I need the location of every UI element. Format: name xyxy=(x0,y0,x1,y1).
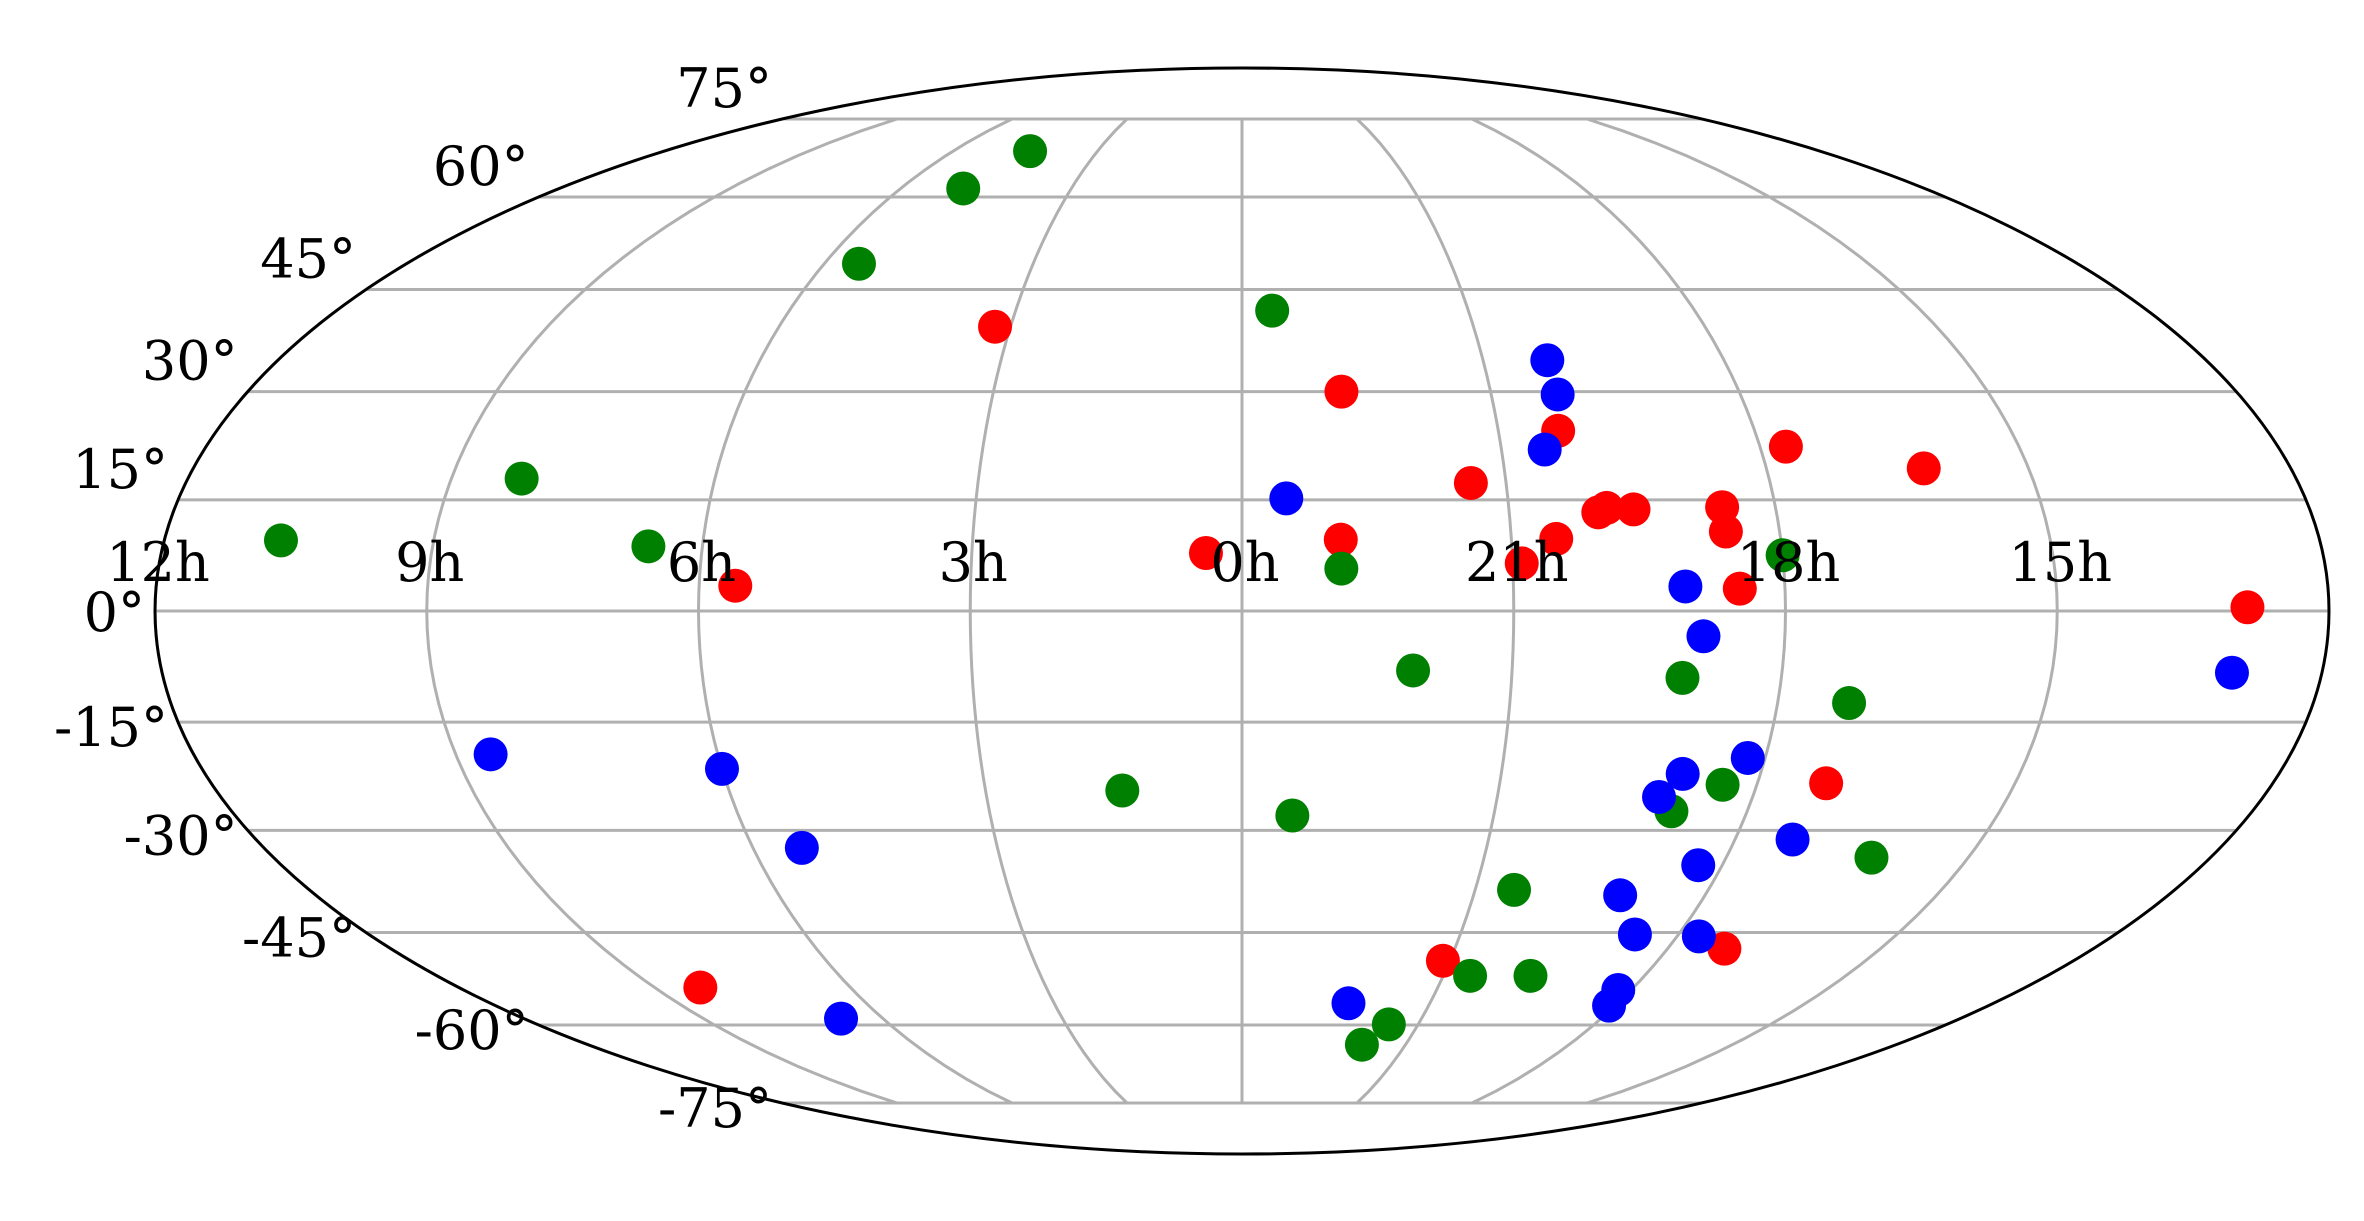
scatter-point-series-3 xyxy=(1642,779,1677,814)
scatter-point-series-1 xyxy=(1425,943,1460,978)
grid-meridian xyxy=(696,117,1013,1105)
scatter-point-series-2 xyxy=(631,529,666,564)
scatter-point-series-3 xyxy=(704,751,739,786)
scatter-point-series-3 xyxy=(1540,377,1575,412)
x-tick-label: 12h xyxy=(106,531,210,594)
y-tick-label: -75° xyxy=(658,1077,772,1140)
scatter-point-series-1 xyxy=(1539,521,1574,556)
scatter-point-series-1 xyxy=(1581,495,1616,530)
scatter-point-series-1 xyxy=(1809,766,1844,801)
grid-meridian xyxy=(1586,117,2059,1105)
scatter-point-series-1 xyxy=(718,568,753,603)
data-points xyxy=(263,134,2265,1062)
scatter-point-series-2 xyxy=(1105,773,1140,808)
x-tick-label: 9h xyxy=(395,531,464,594)
grid-meridian xyxy=(968,117,1129,1105)
y-tick-label: 45° xyxy=(260,228,356,291)
scatter-point-series-1 xyxy=(1707,931,1742,966)
y-tick-label: 30° xyxy=(142,330,238,393)
scatter-point-series-3 xyxy=(784,830,819,865)
scatter-point-series-3 xyxy=(2214,655,2249,690)
scatter-point-series-1 xyxy=(1188,536,1223,571)
scatter-point-series-2 xyxy=(1275,798,1310,833)
scatter-point-series-1 xyxy=(1323,522,1358,557)
grid-meridian xyxy=(425,117,898,1105)
grid-meridian xyxy=(1471,117,1788,1105)
y-tick-label: 60° xyxy=(433,135,529,198)
scatter-point-series-3 xyxy=(1592,988,1627,1023)
scatter-point-series-3 xyxy=(1603,878,1638,913)
scatter-point-series-3 xyxy=(1530,343,1565,378)
scatter-point-series-1 xyxy=(1616,492,1651,527)
scatter-point-series-1 xyxy=(1504,546,1539,581)
projection-outline xyxy=(153,66,2331,1156)
scatter-point-series-3 xyxy=(1527,432,1562,467)
scatter-point-series-1 xyxy=(1453,465,1488,500)
scatter-point-series-1 xyxy=(1768,429,1803,464)
y-tick-label: -30° xyxy=(124,804,238,867)
y-tick-label: -45° xyxy=(242,906,356,969)
scatter-point-series-3 xyxy=(1681,919,1716,954)
scatter-point-series-3 xyxy=(824,1001,859,1036)
x-tick-label: 6h xyxy=(667,531,736,594)
scatter-point-series-2 xyxy=(1013,134,1048,169)
x-tick-label: 18h xyxy=(1737,531,1841,594)
scatter-point-series-2 xyxy=(263,523,298,558)
scatter-point-series-2 xyxy=(1453,958,1488,993)
scatter-point-series-2 xyxy=(1371,1007,1406,1042)
scatter-point-series-3 xyxy=(1269,481,1304,516)
y-tick-labels: 75° 60° 45° 30° 15° 0° -15° -30°-45° -60° -75° xyxy=(54,57,772,1140)
scatter-point-series-2 xyxy=(1765,538,1800,573)
scatter-point-series-3 xyxy=(1681,848,1716,883)
scatter-point-series-1 xyxy=(1324,374,1359,409)
y-tick-label: -15° xyxy=(54,696,168,759)
scatter-point-series-1 xyxy=(978,309,1013,344)
scatter-point-series-2 xyxy=(1497,872,1532,907)
scatter-point-series-3 xyxy=(1331,986,1366,1021)
scatter-point-series-3 xyxy=(1730,740,1765,775)
x-tick-label: 0h xyxy=(1210,531,1279,594)
scatter-point-series-2 xyxy=(1854,840,1889,875)
x-tick-label: 21h xyxy=(1465,531,1569,594)
scatter-point-series-2 xyxy=(1705,767,1740,802)
scatter-point-series-3 xyxy=(1665,756,1700,791)
scatter-point-series-3 xyxy=(1686,619,1721,654)
y-tick-label: 0° xyxy=(84,581,145,644)
grid-lines xyxy=(155,117,2329,1105)
x-tick-label: 15h xyxy=(2009,531,2113,594)
scatter-point-series-1 xyxy=(1906,451,1941,486)
scatter-point-series-2 xyxy=(1665,660,1700,695)
scatter-point-series-1 xyxy=(1722,571,1757,606)
scatter-point-series-2 xyxy=(841,246,876,281)
scatter-point-series-1 xyxy=(1708,514,1743,549)
scatter-point-series-2 xyxy=(1513,958,1548,993)
scatter-point-series-1 xyxy=(2230,590,2265,625)
scatter-point-series-2 xyxy=(1255,293,1290,328)
x-tick-label: 3h xyxy=(939,531,1008,594)
scatter-point-series-3 xyxy=(1617,917,1652,952)
scatter-point-series-1 xyxy=(683,970,718,1005)
scatter-point-series-2 xyxy=(1832,686,1867,721)
scatter-point-series-2 xyxy=(504,461,539,496)
y-tick-label: 75° xyxy=(676,57,772,120)
scatter-point-series-3 xyxy=(1668,569,1703,604)
x-tick-labels: 12h 9h 6h 3h 0h 21h 18h 15h xyxy=(106,531,2112,594)
scatter-point-series-2 xyxy=(1344,1027,1379,1062)
scatter-point-series-2 xyxy=(1396,653,1431,688)
y-tick-label: 15° xyxy=(72,438,168,501)
scatter-point-series-2 xyxy=(946,171,981,206)
y-tick-label: -60° xyxy=(415,999,529,1062)
scatter-point-series-3 xyxy=(473,737,508,772)
scatter-point-series-2 xyxy=(1324,551,1359,586)
scatter-point-series-3 xyxy=(1775,822,1810,857)
